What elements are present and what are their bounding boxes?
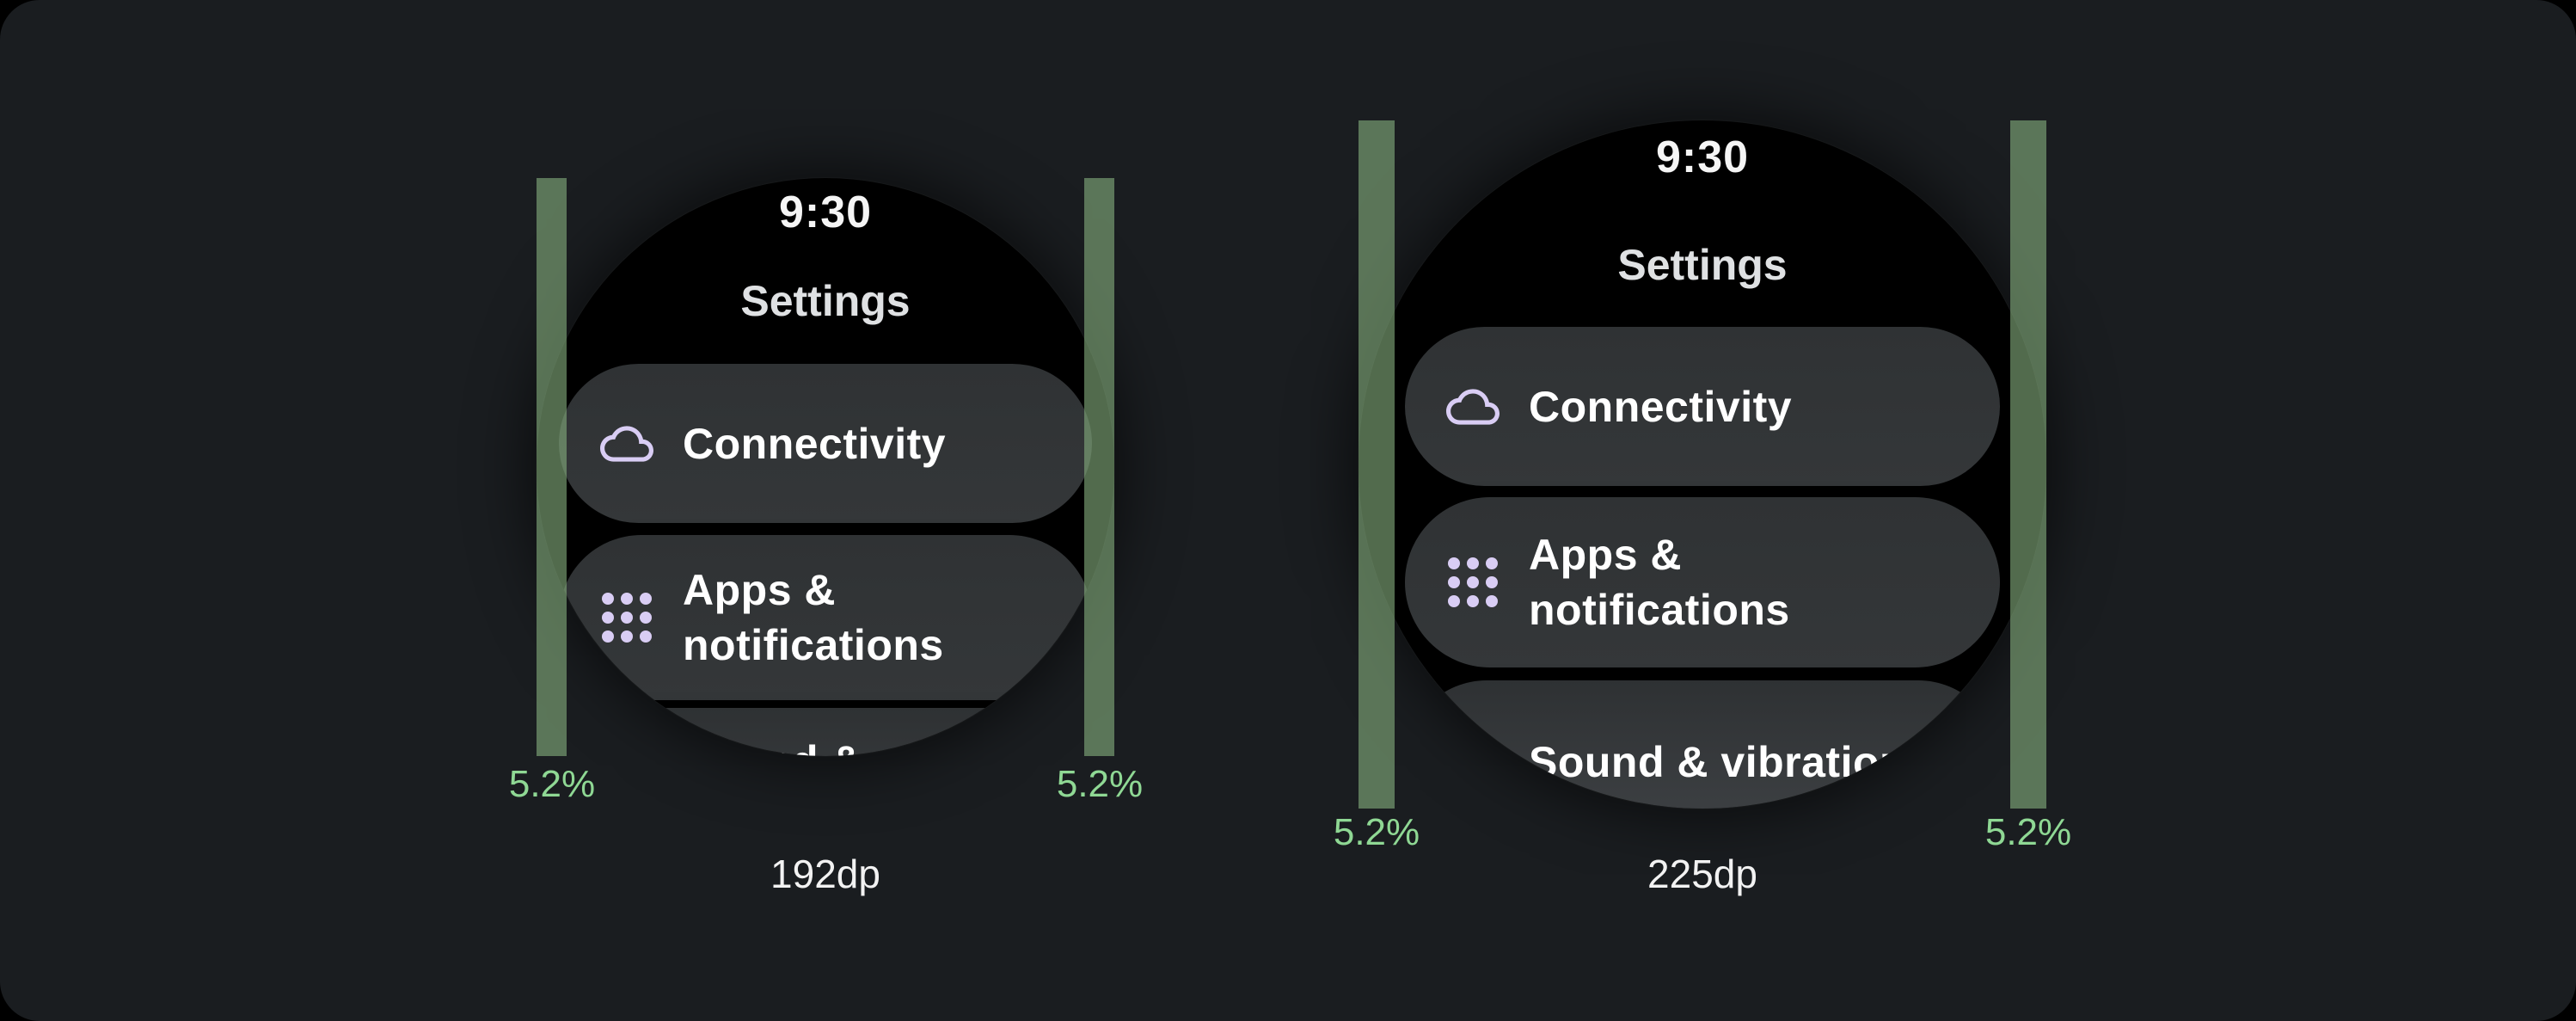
margin-bar-right xyxy=(2010,120,2046,809)
page-title: Settings xyxy=(740,277,911,325)
size-caption: 225dp xyxy=(1647,852,1757,896)
menu-item-apps-notifications[interactable]: Apps & notifications xyxy=(1405,497,2000,667)
menu-item-sound-vibration[interactable]: Sound & vibration xyxy=(559,708,1092,756)
margin-percent-label: 5.2% xyxy=(1056,763,1144,805)
menu-item-connectivity[interactable]: Connectivity xyxy=(1405,327,2000,486)
menu-item-apps-notifications[interactable]: Apps & notifications xyxy=(559,535,1092,700)
menu-item-label: Connectivity xyxy=(1529,382,1793,431)
apps-grid-icon xyxy=(600,593,653,643)
menu-item-sound-vibration[interactable]: Sound & vibration xyxy=(1405,680,2000,809)
margin-percent-label: 5.2% xyxy=(1333,811,1420,853)
menu-item-label: Connectivity xyxy=(683,419,947,468)
status-time: 9:30 xyxy=(778,188,873,237)
margin-bar-right xyxy=(1084,178,1114,756)
cloud-icon xyxy=(1446,380,1500,434)
menu-item-label: Apps & notifications xyxy=(683,566,944,669)
apps-grid-icon xyxy=(1446,557,1500,607)
watch-frame-192dp: 9:30 Settings Connectivity Apps & notifi… xyxy=(537,178,1114,756)
watch-frame-225dp: 9:30 Settings Connectivity Apps & notifi… xyxy=(1359,120,2046,809)
page-title: Settings xyxy=(1617,241,1788,289)
menu-item-connectivity[interactable]: Connectivity xyxy=(559,364,1092,523)
margin-percent-label: 5.2% xyxy=(508,763,596,805)
menu-item-label: Sound & vibration xyxy=(683,734,868,756)
margin-percent-label: 5.2% xyxy=(1984,811,2072,853)
margin-bar-left xyxy=(537,178,567,756)
status-time: 9:30 xyxy=(1655,132,1750,182)
size-caption: 192dp xyxy=(770,852,880,896)
menu-item-label: Sound & vibration xyxy=(1529,738,1907,786)
margin-bar-left xyxy=(1359,120,1395,809)
cloud-icon xyxy=(600,417,653,471)
menu-item-label: Apps & notifications xyxy=(1529,531,1790,634)
